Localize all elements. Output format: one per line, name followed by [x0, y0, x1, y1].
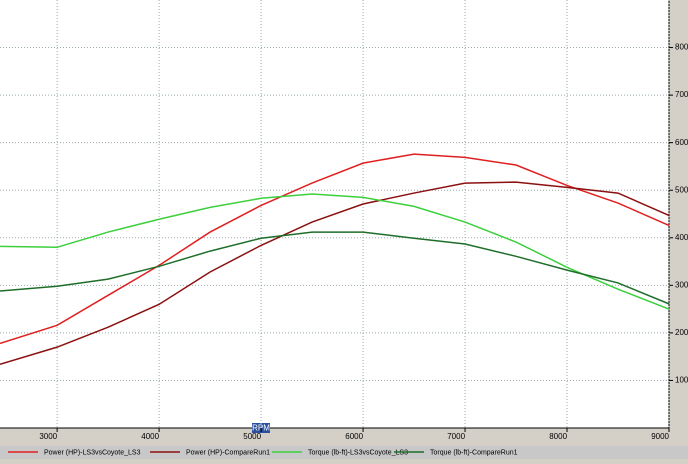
legend-label: Torque (lb-ft)-CompareRun1 — [430, 449, 518, 456]
y-tick-label: 400 — [675, 233, 688, 242]
y-tick-label: 800 — [675, 43, 688, 52]
series-line — [0, 181, 670, 365]
legend-label: Torque (lb-ft)-LS3vsCoyote_LS3 — [308, 449, 408, 456]
y-tick-label: 200 — [675, 328, 688, 337]
x-tick-label: 5000 — [243, 432, 261, 441]
y-tick-label: 600 — [675, 138, 688, 147]
y-tick-label: 100 — [675, 376, 688, 385]
series-line — [0, 231, 670, 305]
x-tick-label: 7000 — [447, 432, 465, 441]
y-tick-label: 700 — [675, 90, 688, 99]
legend-label: Power (HP)-CompareRun1 — [186, 449, 270, 456]
x-tick-label: 9000 — [651, 432, 669, 441]
legend-band — [0, 446, 688, 459]
x-tick-label: 6000 — [345, 432, 363, 441]
y-tick-label: 300 — [675, 280, 688, 289]
x-tick-label: 8000 — [549, 432, 567, 441]
y-tick-label: 500 — [675, 185, 688, 194]
x-tick-label: 3000 — [39, 432, 57, 441]
series-line — [0, 153, 670, 345]
series-line — [0, 193, 670, 310]
legend-label: Power (HP)-LS3vsCoyote_LS3 — [44, 449, 141, 456]
x-tick-label: 4000 — [141, 432, 159, 441]
